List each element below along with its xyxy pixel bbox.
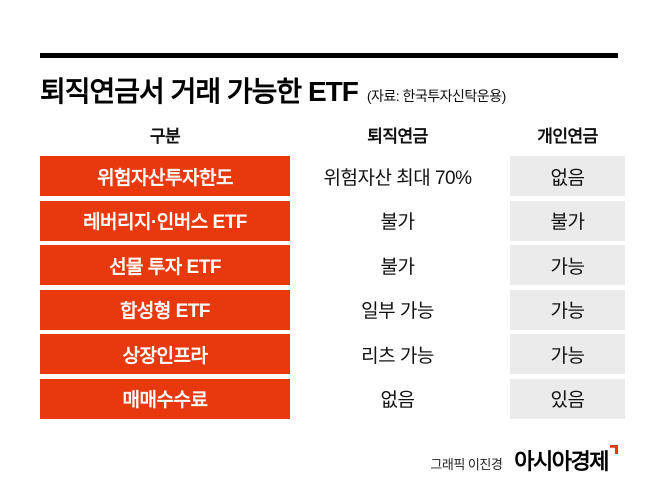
cell-gap xyxy=(505,289,510,330)
row-label: 레버리지·인버스 ETF xyxy=(40,200,290,241)
page-title: 퇴직연금서 거래 가능한 ETF xyxy=(40,76,359,107)
asiae-logo-mark-icon xyxy=(610,445,618,454)
retirement-pension-value: 위험자산 최대 70% xyxy=(290,156,505,196)
source-note: (자료: 한국투자신탁운용) xyxy=(366,88,506,104)
retirement-pension-value: 없음 xyxy=(290,378,505,419)
table-row: 레버리지·인버스 ETF 불가 불가 xyxy=(40,200,625,241)
retirement-pension-value: 불가 xyxy=(290,245,505,285)
column-header-retirement-pension: 퇴직연금 xyxy=(367,126,428,146)
cell-gap xyxy=(505,156,510,196)
personal-pension-value: 가능 xyxy=(510,245,625,285)
etf-rules-table: 위험자산투자한도 위험자산 최대 70% 없음 레버리지·인버스 ETF 불가 … xyxy=(40,156,625,423)
row-label: 위험자산투자한도 xyxy=(40,156,290,196)
title-row: 퇴직연금서 거래 가능한 ETF (자료: 한국투자신탁운용) xyxy=(40,70,506,110)
row-label: 선물 투자 ETF xyxy=(40,245,290,285)
cell-gap xyxy=(505,334,510,374)
graphic-credit: 그래픽 이진경 xyxy=(430,457,503,472)
personal-pension-value: 불가 xyxy=(510,200,625,241)
row-label: 매매수수료 xyxy=(40,378,290,419)
table-row: 선물 투자 ETF 불가 가능 xyxy=(40,245,625,285)
retirement-pension-value: 일부 가능 xyxy=(290,289,505,330)
cell-gap xyxy=(505,245,510,285)
retirement-pension-value: 불가 xyxy=(290,200,505,241)
row-label: 합성형 ETF xyxy=(40,289,290,330)
personal-pension-value: 없음 xyxy=(510,156,625,196)
row-label: 상장인프라 xyxy=(40,334,290,374)
table-row: 상장인프라 리츠 가능 가능 xyxy=(40,334,625,374)
cell-gap xyxy=(505,378,510,419)
personal-pension-value: 가능 xyxy=(510,289,625,330)
column-headers: 구분 퇴직연금 개인연금 xyxy=(40,120,625,148)
table-row: 합성형 ETF 일부 가능 가능 xyxy=(40,289,625,330)
table-row: 위험자산투자한도 위험자산 최대 70% 없음 xyxy=(40,156,625,196)
top-rule xyxy=(40,53,618,58)
asiae-logo: 아시아경제 xyxy=(514,444,618,476)
column-header-personal-pension: 개인연금 xyxy=(537,126,598,146)
asiae-logo-text: 아시아경제 xyxy=(514,449,609,474)
cell-gap xyxy=(505,200,510,241)
retirement-pension-value: 리츠 가능 xyxy=(290,334,505,374)
footer: 그래픽 이진경 아시아경제 xyxy=(430,444,618,476)
personal-pension-value: 가능 xyxy=(510,334,625,374)
personal-pension-value: 있음 xyxy=(510,378,625,419)
table-row: 매매수수료 없음 있음 xyxy=(40,378,625,419)
column-header-category: 구분 xyxy=(149,126,181,146)
